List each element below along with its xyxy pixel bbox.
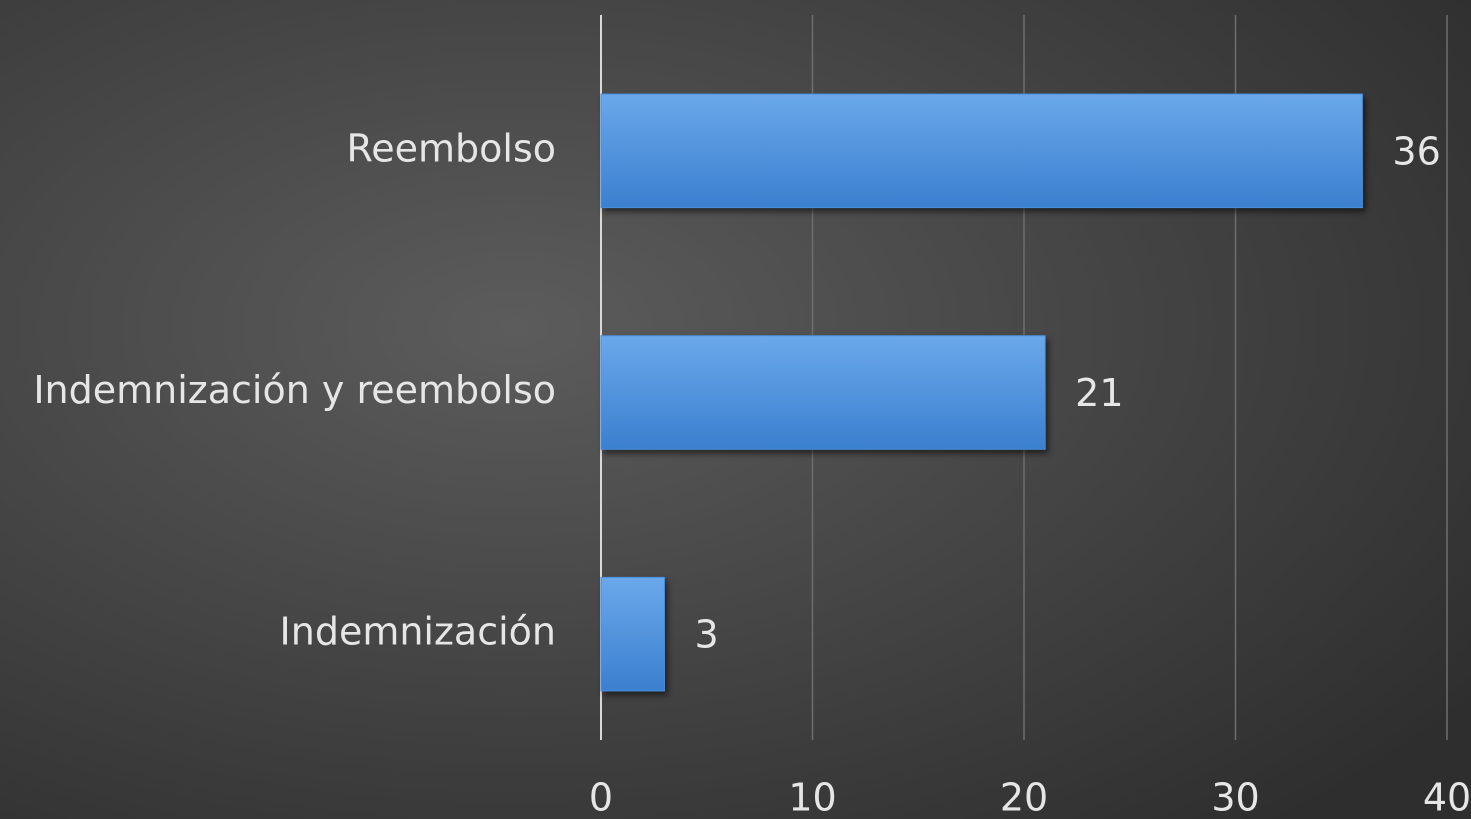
data-label: 21 xyxy=(1075,371,1123,415)
x-tick-label: 30 xyxy=(1211,776,1259,819)
x-tick-label: 0 xyxy=(589,776,613,819)
x-tick-label: 40 xyxy=(1423,776,1471,819)
x-tick-label: 10 xyxy=(788,776,836,819)
x-tick-label: 20 xyxy=(1000,776,1048,819)
y-tick-label: Indemnización y reembolso xyxy=(33,368,556,412)
bar xyxy=(600,335,1046,450)
y-tick-label: Indemnización xyxy=(280,610,556,654)
bar xyxy=(600,93,1363,209)
bar xyxy=(600,576,665,692)
y-tick-label: Reembolso xyxy=(347,126,556,170)
data-label: 36 xyxy=(1392,129,1440,173)
data-label: 3 xyxy=(694,613,718,657)
